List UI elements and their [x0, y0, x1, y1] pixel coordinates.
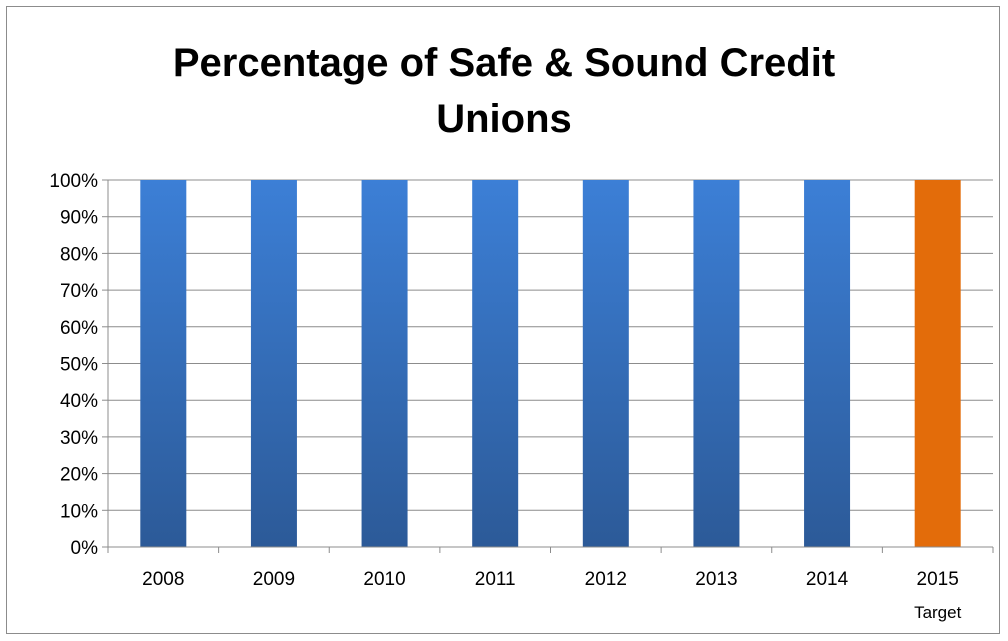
y-tick-label: 30% — [60, 428, 98, 449]
x-tick-sublabel: Target — [914, 603, 962, 622]
bar-2010 — [361, 180, 408, 547]
y-tick-label: 60% — [60, 318, 98, 339]
bar-2011 — [472, 180, 519, 547]
x-tick-label: 2009 — [253, 569, 295, 590]
y-tick-label: 100% — [49, 171, 98, 192]
bar-2014 — [804, 180, 851, 547]
y-tick-label: 90% — [60, 208, 98, 229]
x-tick-label: 2013 — [695, 569, 737, 590]
x-tick-label: 2011 — [475, 569, 516, 590]
y-tick-label: 70% — [60, 281, 98, 302]
y-tick-label: 80% — [60, 244, 98, 265]
bar-2009 — [250, 180, 297, 547]
bar-2013 — [693, 180, 740, 547]
axes — [102, 179, 994, 553]
y-tick-label: 10% — [60, 501, 98, 522]
chart-title-line-2: Unions — [436, 97, 572, 141]
bar-2015 — [914, 180, 961, 547]
y-tick-label: 50% — [60, 355, 98, 376]
x-tick-label: 2012 — [585, 569, 627, 590]
tick-labels: 0% 10% 20% 30% 40% 50% 60% 70% 80% 90% 100% 2008 200… — [49, 171, 961, 622]
y-tick-label: 40% — [60, 391, 98, 412]
y-tick-label: 20% — [60, 465, 98, 486]
y-tick-label: 0% — [71, 538, 99, 559]
x-tick-label: 2008 — [142, 569, 184, 590]
bars — [140, 180, 961, 547]
bar-2008 — [140, 180, 187, 547]
bar-2012 — [582, 180, 629, 547]
x-tick-label: 2014 — [806, 569, 849, 590]
x-tick-label: 2015 — [917, 569, 959, 590]
gridlines — [108, 179, 993, 511]
chart-title-line-1: Percentage of Safe & Sound Credit — [172, 41, 836, 85]
x-tick-label: 2010 — [363, 569, 405, 590]
